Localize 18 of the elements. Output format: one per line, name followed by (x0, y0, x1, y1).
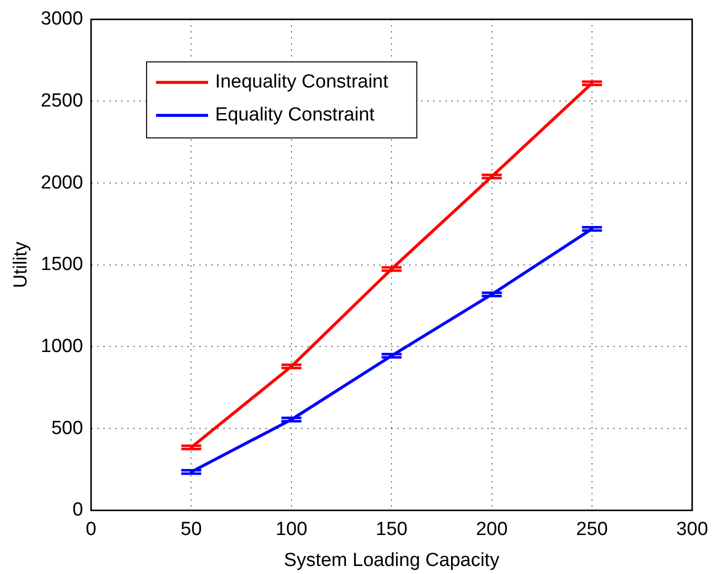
x-tick-label: 250 (576, 519, 608, 540)
x-tick-label: 300 (676, 519, 708, 540)
y-tick-label: 500 (51, 418, 84, 439)
y-axis-title: Utility (10, 241, 32, 288)
x-tick-label: 50 (180, 519, 202, 540)
x-axis-title: System Loading Capacity (284, 550, 500, 571)
y-tick-label: 1500 (40, 254, 84, 276)
x-tick-label: 200 (476, 519, 508, 540)
y-tick-label: 2500 (40, 90, 84, 112)
x-tick-label: 0 (86, 519, 96, 540)
y-tick-label: 0 (72, 500, 84, 521)
legend-label: Inequality Constraint (215, 72, 389, 93)
y-tick-label: 2000 (40, 172, 84, 194)
y-tick-label: 3000 (40, 8, 84, 30)
legend-label: Equality Constraint (215, 104, 376, 126)
x-tick-label: 100 (276, 519, 308, 540)
x-tick-label: 150 (376, 519, 408, 540)
y-tick-label: 1000 (40, 336, 84, 357)
